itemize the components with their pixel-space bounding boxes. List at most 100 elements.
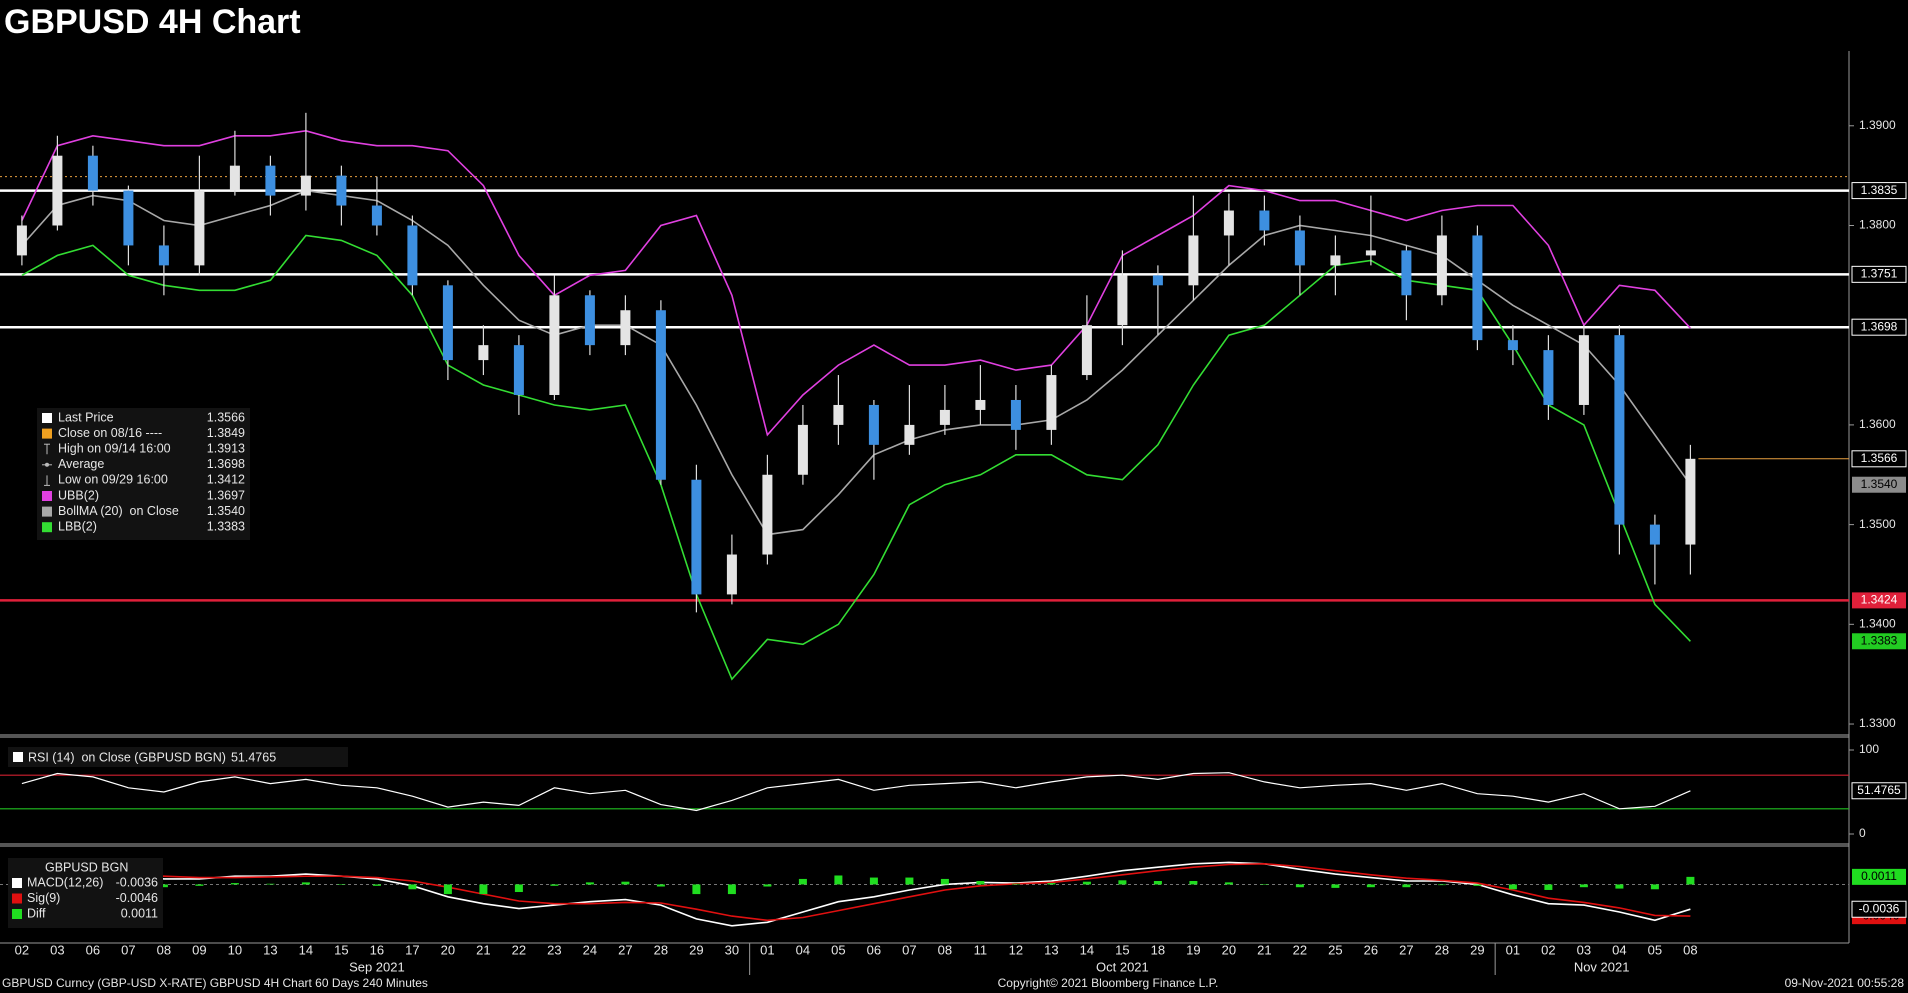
x-tick-label: 08 — [1683, 942, 1697, 957]
rsi-header-box — [8, 747, 348, 767]
candle-body — [513, 345, 524, 395]
x-tick-label: 06 — [86, 942, 100, 957]
x-tick-label: 05 — [831, 942, 845, 957]
band-line — [21, 129, 1691, 437]
x-tick-label: 16 — [370, 942, 384, 957]
x-tick-label: 22 — [1293, 942, 1307, 957]
legend-label: Close on 08/16 ---- — [58, 426, 162, 440]
x-tick-label: 21 — [1257, 942, 1271, 957]
level-label: 1.3751 — [1861, 267, 1898, 281]
candle-body — [1507, 340, 1518, 351]
macd-line — [21, 861, 1691, 927]
candle-body — [1081, 325, 1092, 376]
rsi-value-label-box — [1851, 782, 1907, 800]
legend-value: 1.3697 — [207, 488, 245, 502]
macd-legend-marker — [12, 878, 22, 888]
candle-body — [442, 285, 453, 361]
macd-legend-label: MACD(12,26) — [27, 875, 103, 889]
x-tick-label: 27 — [618, 942, 632, 957]
legend-value: 1.3566 — [207, 410, 245, 424]
x-tick-label: 02 — [1541, 942, 1555, 957]
x-tick-label: 20 — [1222, 942, 1236, 957]
rsi-value-label: 51.4765 — [1857, 783, 1901, 797]
x-tick-label: 30 — [725, 942, 739, 957]
band-label-box — [1852, 476, 1906, 493]
x-tick-label: 18 — [1151, 942, 1165, 957]
diff-bar — [514, 884, 523, 893]
x-tick-label: 12 — [1009, 942, 1023, 957]
candle-body — [726, 554, 737, 595]
candle-body — [797, 424, 808, 475]
diff-bar — [337, 884, 346, 885]
candle-body — [1472, 235, 1483, 341]
x-tick-label: 04 — [796, 942, 810, 957]
last-price-label-box — [1851, 450, 1907, 468]
y-tick-label: 1.3400 — [1859, 616, 1896, 630]
candle-body — [300, 175, 311, 196]
diff-bar — [1331, 884, 1340, 888]
diff-bar — [1402, 884, 1411, 888]
diff-bar — [692, 884, 701, 895]
y-tick-label: 100 — [1859, 742, 1879, 756]
diff-bar — [1473, 884, 1482, 886]
footer-center: Copyright© 2021 Bloomberg Finance L.P. — [998, 976, 1219, 990]
diff-bar — [1260, 884, 1269, 885]
diff-bar — [1189, 881, 1198, 885]
x-tick-label: 15 — [1115, 942, 1129, 957]
diff-bar — [940, 878, 949, 885]
candle-body — [904, 424, 915, 445]
diff-bar — [550, 884, 559, 886]
x-tick-label: 22 — [512, 942, 526, 957]
diff-bar — [1118, 880, 1127, 885]
x-tick-label: 05 — [1648, 942, 1662, 957]
macd-legend-value: 0.0011 — [121, 906, 158, 920]
x-tick-label: 08 — [157, 942, 171, 957]
legend-marker — [42, 413, 52, 423]
legend-label: Average — [58, 457, 104, 471]
level-label: 1.3835 — [1861, 183, 1898, 197]
candle-body — [478, 345, 489, 361]
candle-body — [1401, 250, 1412, 296]
diff-bar — [585, 882, 594, 885]
diff-bar — [301, 882, 310, 885]
candle-body — [1117, 275, 1128, 326]
diff-bar — [1508, 884, 1517, 890]
macd-value-label: -0.0036 — [1859, 901, 1900, 915]
diff-bar — [230, 883, 239, 885]
legend-box — [37, 408, 250, 540]
diff-bar — [372, 884, 381, 886]
candle-body — [1223, 210, 1234, 236]
y-tick-label: 0 — [1859, 826, 1866, 840]
candle-body — [1649, 524, 1660, 545]
candle-body — [1294, 230, 1305, 266]
legend-marker — [42, 522, 52, 533]
candle-body — [336, 175, 347, 206]
level-label-box — [1851, 318, 1907, 336]
band-label: 1.3540 — [1861, 477, 1898, 491]
legend-label: UBB(2) — [58, 488, 99, 502]
diff-bar — [798, 878, 807, 885]
x-tick-label: 10 — [228, 942, 242, 957]
panel-separator — [0, 843, 1849, 847]
x-tick-label: 11 — [974, 942, 988, 957]
legend-marker — [42, 491, 52, 501]
legend-label: High on 09/14 16:00 — [58, 441, 171, 455]
macd-legend-label: Diff — [27, 906, 46, 920]
x-tick-label: 28 — [1435, 942, 1449, 957]
candle-body — [52, 155, 63, 226]
month-label: Sep 2021 — [349, 959, 405, 974]
candle-body — [691, 479, 702, 595]
candle-body — [1010, 399, 1021, 430]
diff-bar — [1295, 884, 1304, 888]
x-tick-label: 03 — [50, 942, 64, 957]
month-label: Nov 2021 — [1574, 959, 1630, 974]
x-tick-label: 06 — [867, 942, 881, 957]
chart-title: GBPUSD 4H Chart — [4, 3, 301, 41]
x-tick-label: 26 — [1364, 942, 1378, 957]
rsi-line — [21, 772, 1691, 812]
candle-body — [1578, 335, 1589, 405]
diff-bar — [408, 884, 417, 890]
macd-legend-value: -0.0036 — [116, 875, 158, 889]
